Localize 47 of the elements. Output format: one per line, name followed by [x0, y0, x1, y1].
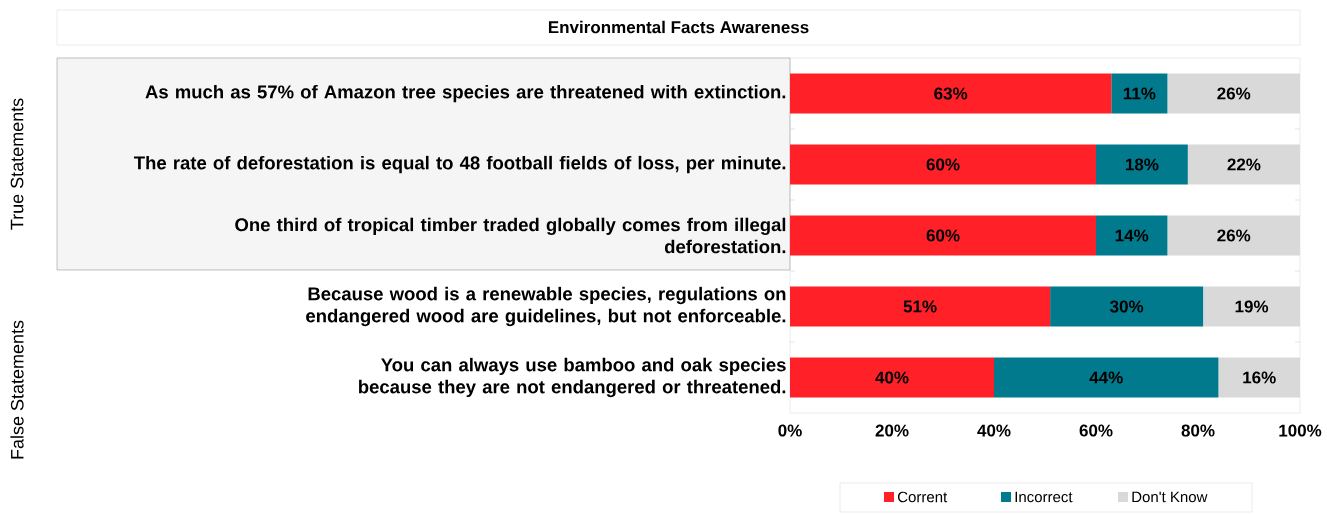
data-label: 40%: [875, 371, 909, 384]
bar: [790, 73, 1112, 114]
data-label: 30%: [1110, 300, 1144, 313]
bar: [1050, 286, 1204, 327]
x-tick-label: 100%: [1279, 424, 1322, 437]
bar: [1187, 144, 1301, 185]
data-label: 51%: [903, 300, 937, 313]
data-label: 11%: [1123, 87, 1156, 100]
bar: [1096, 215, 1168, 256]
chart-title: Environmental Facts Awareness: [548, 20, 809, 34]
data-label: 22%: [1227, 158, 1261, 171]
text: False Statements: [10, 320, 24, 459]
x-tick-label: 60%: [1079, 424, 1113, 437]
bar: [994, 357, 1219, 398]
y-tick-label: The rate of deforestation is equal to 48 football fields of loss, per minute.: [133, 155, 786, 174]
legend-label: Incorrect: [1015, 491, 1073, 503]
data-label: 26%: [1217, 87, 1251, 100]
x-tick-label: 80%: [1181, 424, 1215, 437]
y-tick-label: Because wood is a renewable species, regulations on endangered wood are guidelines, but not enforceable.: [306, 286, 786, 327]
data-label: 18%: [1125, 158, 1159, 171]
bar: [1167, 73, 1301, 114]
bar: [790, 144, 1097, 185]
data-label: 16%: [1243, 371, 1276, 384]
text: True Statements: [10, 98, 24, 230]
bar: [1218, 357, 1301, 398]
data-label: 14%: [1115, 229, 1149, 242]
y-tick-label: One third of tropical timber traded globally comes from illegal deforestation.: [235, 217, 786, 254]
legend-label: Don't Know: [1132, 491, 1208, 503]
bar: [1096, 144, 1188, 185]
bar: [1111, 73, 1168, 114]
x-tick-label: 40%: [977, 424, 1011, 437]
bar: [790, 357, 995, 398]
y-tick-label: You can always use bamboo and oak species because they are not endangered or threatened.: [359, 357, 786, 398]
data-label: 63%: [934, 87, 968, 100]
bar: [1203, 286, 1301, 327]
data-label: 60%: [926, 229, 960, 242]
bar: [790, 215, 1097, 256]
data-label: 19%: [1235, 300, 1269, 313]
legend-label: Corrent: [897, 491, 948, 503]
bar: [790, 286, 1051, 327]
y-tick-label: As much as 57% of Amazon tree species are threatened with extinction.: [145, 84, 786, 103]
data-label: 26%: [1217, 229, 1251, 242]
x-tick-label: 0%: [778, 424, 802, 437]
bar: [1167, 215, 1301, 256]
x-tick-label: 20%: [875, 424, 909, 437]
data-label: 60%: [926, 158, 960, 171]
data-label: 44%: [1089, 371, 1123, 384]
